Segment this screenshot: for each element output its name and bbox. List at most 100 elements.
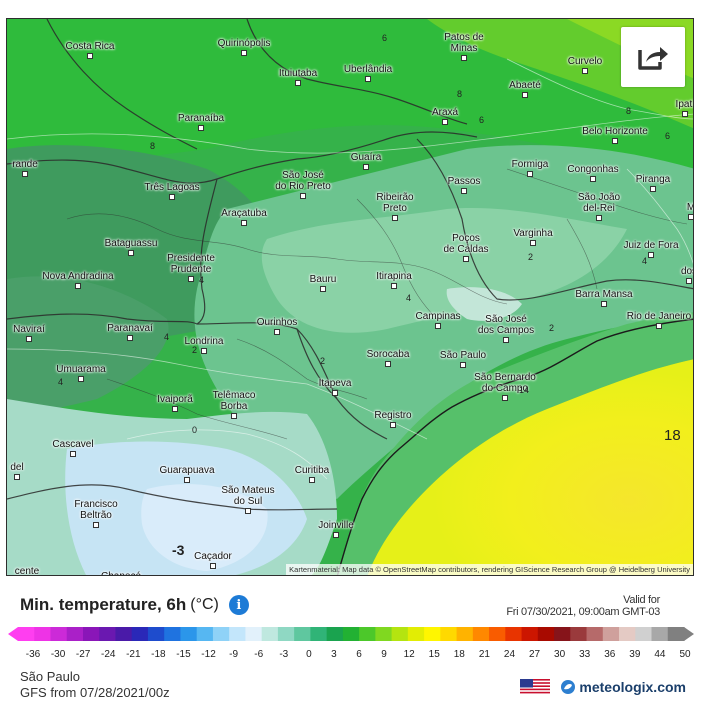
city-marker — [601, 301, 607, 307]
legend-arrow-right — [684, 627, 694, 641]
legend-tick: -21 — [126, 649, 141, 660]
legend-swatch — [180, 627, 198, 641]
legend-swatch — [277, 627, 295, 641]
legend-swatch — [115, 627, 133, 641]
legend-ticks: -36 -30 -27 -24 -21 -18 -15 -12 -9 -6 -3 0 3 6 9 12 15 18… — [0, 649, 720, 663]
city-marker — [245, 508, 251, 514]
us-flag-icon[interactable] — [520, 679, 551, 695]
legend-swatch — [50, 627, 68, 641]
city-label: Paranavaí — [107, 323, 153, 334]
city-label: Varginha — [513, 228, 553, 239]
city-marker — [363, 164, 369, 170]
city-marker — [385, 361, 391, 367]
legend-tick: 6 — [356, 649, 362, 660]
legend-tick: 44 — [654, 649, 666, 660]
legend-swatch — [131, 627, 149, 641]
city-marker — [201, 348, 207, 354]
city-marker — [172, 406, 178, 412]
max-temperature-label: 18 — [664, 427, 681, 444]
legend-swatch — [619, 627, 636, 641]
city-label: Chapecó — [101, 571, 141, 575]
legend-tick: -30 — [50, 649, 66, 660]
legend-tick: -27 — [75, 649, 91, 660]
city-label: Patos de Minas — [444, 32, 484, 54]
city-label: Bataguassu — [104, 238, 158, 249]
brand-name: meteologix.com — [579, 679, 686, 695]
legend-tick: -15 — [176, 649, 191, 660]
legend-tick: 50 — [679, 649, 691, 660]
city-label: Naviraí — [13, 324, 45, 335]
city-label: Ribeirão Preto — [376, 192, 414, 214]
model-run: GFS from 07/28/2021/00z — [20, 685, 170, 700]
legend-swatch — [82, 627, 100, 641]
city-marker — [22, 171, 28, 177]
legend-swatch — [391, 627, 409, 641]
city-marker — [127, 335, 133, 341]
city-marker — [320, 286, 326, 292]
city-label: Três Lagoas — [144, 182, 200, 193]
legend-tick: -9 — [229, 649, 239, 660]
city-marker — [442, 119, 448, 125]
legend-swatch — [147, 627, 165, 641]
city-label: Itapeva — [318, 378, 352, 389]
isoline-value: 2 — [320, 356, 326, 366]
isoline-value: 2 — [528, 252, 534, 262]
city-marker — [93, 522, 99, 528]
city-label: cente — [14, 566, 40, 576]
city-label: M — [687, 202, 693, 213]
legend-tick: 15 — [428, 649, 440, 660]
isoline-value: 6 — [382, 33, 388, 43]
city-marker — [656, 323, 662, 329]
legend-swatch — [521, 627, 539, 641]
legend-swatch — [586, 627, 604, 641]
city-label: Congonhas — [567, 164, 619, 175]
legend-tick: -6 — [254, 649, 264, 660]
isoline-value: 8 — [457, 89, 463, 99]
city-marker — [241, 50, 247, 56]
city-label: Abaeté — [509, 80, 541, 91]
city-marker — [14, 474, 20, 480]
isoline-value: 4 — [642, 256, 648, 266]
isoline-value: 8 — [150, 141, 156, 151]
city-label: Belo Horizonte — [582, 126, 648, 137]
share-button[interactable] — [621, 27, 685, 87]
city-label: Costa Rica — [65, 41, 115, 52]
legend-swatch — [407, 627, 425, 641]
city-marker — [461, 188, 467, 194]
city-label: Bauru — [309, 274, 337, 285]
chart-title: Min. temperature, 6h — [20, 595, 187, 614]
city-label: Paranaíba — [177, 113, 225, 124]
legend-swatch — [99, 627, 116, 641]
legend-swatch — [294, 627, 311, 641]
legend-tick: 27 — [528, 649, 541, 660]
city-marker — [231, 413, 237, 419]
valid-value: Fri 07/30/2021, 09:00am GMT-03 — [506, 606, 660, 618]
city-label: Uberlândia — [343, 64, 393, 75]
city-label: Campinas — [415, 311, 461, 322]
city-marker — [435, 323, 441, 329]
city-marker — [87, 53, 93, 59]
city-label: Rio de Janeiro — [626, 311, 692, 322]
city-marker — [686, 278, 692, 284]
forecast-map[interactable]: Costa Rica Quirinópolis Patos de Minas Curv… — [6, 18, 694, 576]
isoline-value: 2 — [549, 323, 555, 333]
legend-swatch — [489, 627, 506, 641]
brand[interactable]: meteologix.com — [520, 679, 686, 695]
city-marker — [128, 250, 134, 256]
city-label: Passos — [447, 176, 481, 187]
city-label: Sorocaba — [366, 349, 410, 360]
city-marker — [241, 220, 247, 226]
city-marker — [365, 76, 371, 82]
city-label: Presidente Prudente — [167, 253, 215, 275]
city-marker — [210, 563, 216, 569]
city-label: Umuarama — [56, 364, 106, 375]
city-marker — [596, 215, 602, 221]
city-label: Francisco Beltrão — [74, 499, 118, 521]
isoline-value: 2 — [192, 345, 198, 355]
city-label: Guaíra — [350, 152, 382, 163]
info-icon[interactable]: i — [228, 595, 249, 615]
city-label: Curitiba — [294, 465, 330, 476]
city-marker — [390, 422, 396, 428]
city-marker — [502, 395, 508, 401]
legend-swatch — [196, 627, 214, 641]
